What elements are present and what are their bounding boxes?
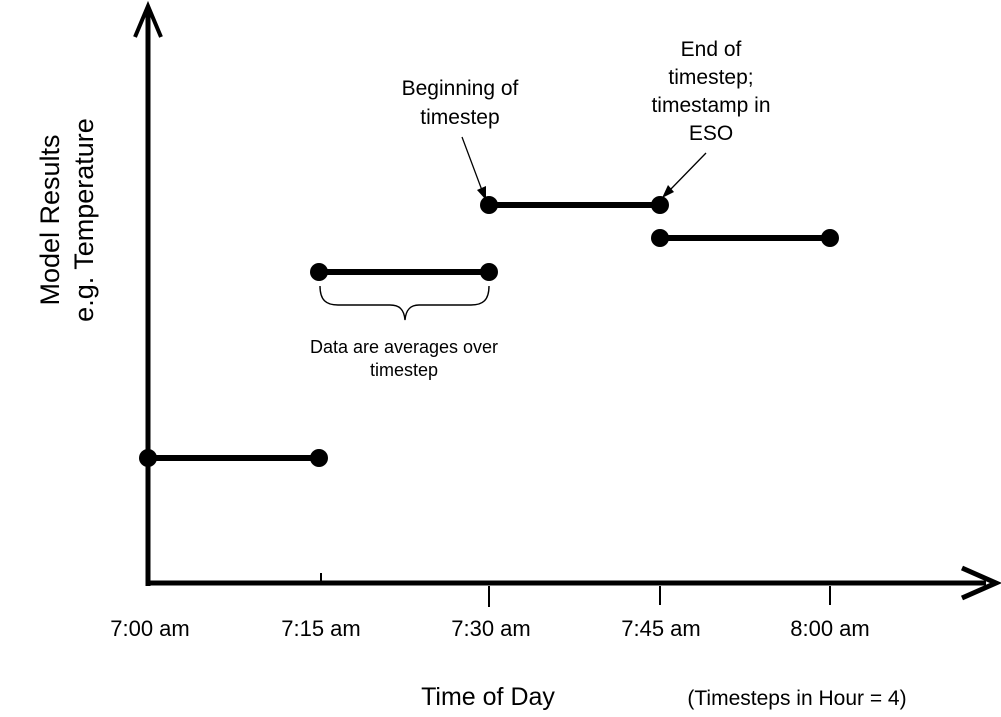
data-point — [651, 196, 669, 214]
y-axis-arrowhead — [133, 0, 163, 38]
annotation-end-line1: End of — [680, 38, 742, 61]
y-axis-label: Model Results e.g. Temperature — [33, 118, 101, 322]
y-axis-label-line2: e.g. Temperature — [69, 118, 99, 322]
annotation-beginning-line2: timestep — [420, 106, 500, 129]
annotation-arrowhead-beginning — [477, 186, 486, 200]
underbrace — [319, 285, 490, 321]
data-point — [139, 449, 157, 467]
annotation-arrowhead-end — [662, 185, 674, 198]
tick-label-8-00-am: 8:00 am — [790, 616, 870, 641]
tick-label-7-00-am: 7:00 am — [110, 616, 190, 641]
tick-label-7-45-am: 7:45 am — [621, 616, 701, 641]
annotation-averages-line1: Data are averages over — [309, 337, 499, 357]
annotation-beginning-of-timestep: Beginning of timestep — [402, 74, 519, 132]
annotation-end-of-timestep: End of timestep; timestamp in ESO — [651, 36, 770, 148]
annotation-data-averages: Data are averages over timestep — [310, 336, 498, 382]
annotation-arrow-end — [668, 152, 707, 192]
data-point — [310, 449, 328, 467]
tick-label-7-30-am: 7:30 am — [451, 616, 531, 641]
x-axis-label: Time of Day — [421, 683, 555, 711]
y-axis-label-line1: Model Results — [35, 134, 65, 306]
annotation-beginning-line1: Beginning of — [401, 77, 519, 100]
data-point — [651, 229, 669, 247]
annotation-end-line4: ESO — [688, 122, 734, 145]
data-point — [480, 196, 498, 214]
annotation-end-line2: timestep; — [668, 66, 754, 89]
data-point — [310, 263, 328, 281]
tick-label-7-15-am: 7:15 am — [281, 616, 361, 641]
x-axis-arrowhead — [960, 565, 1001, 601]
annotation-arrow-beginning — [461, 136, 484, 194]
annotation-averages-line2: timestep — [369, 360, 439, 380]
annotation-end-line3: timestamp in — [651, 94, 771, 117]
data-point — [821, 229, 839, 247]
data-point — [480, 263, 498, 281]
timesteps-note: (Timesteps in Hour = 4) — [687, 687, 907, 710]
